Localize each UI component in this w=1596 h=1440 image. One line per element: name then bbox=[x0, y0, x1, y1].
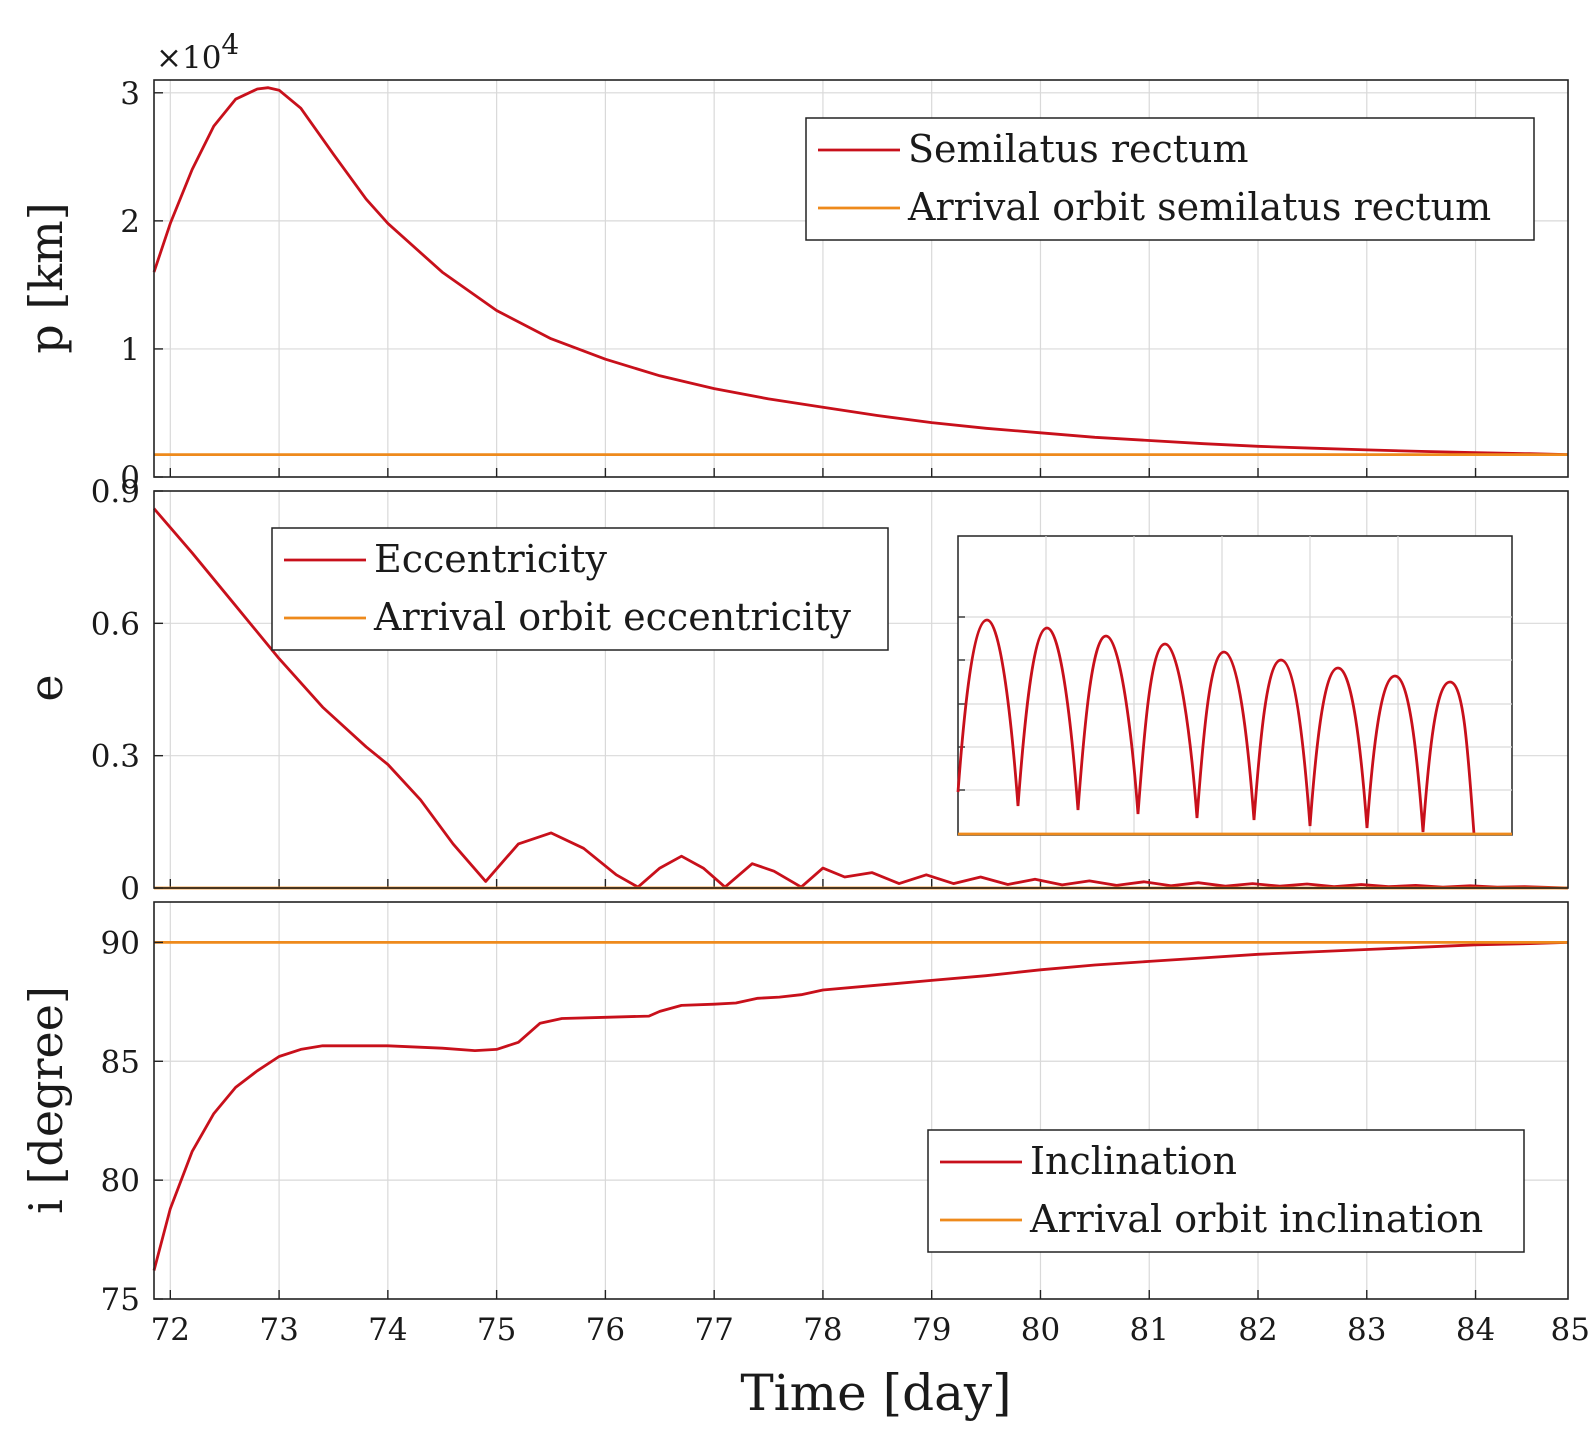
y-ticks-i: 75 80 85 90 bbox=[101, 925, 163, 1318]
x-tick-label: 73 bbox=[259, 1312, 298, 1348]
x-tick-label: 74 bbox=[368, 1312, 407, 1348]
y-tick-label: 0.3 bbox=[91, 739, 140, 775]
legend-p: Semilatus rectum Arrival orbit semilatus… bbox=[805, 117, 1535, 241]
x-tick-label: 76 bbox=[586, 1312, 625, 1348]
legend-box-e bbox=[271, 527, 889, 651]
panel-semilatus-rectum: 0 1 2 3 p [km] ×104 Semilatus rectum Arriva… bbox=[19, 28, 1569, 496]
y-tick-label: 75 bbox=[101, 1282, 140, 1318]
x-tick-label: 78 bbox=[803, 1312, 842, 1348]
x-tick-labels: 72 73 74 75 76 77 78 79 80 81 82 83 84 85 bbox=[151, 1312, 1590, 1348]
legend-label-arrival-p: Arrival orbit semilatus rectum bbox=[907, 185, 1491, 229]
legend-e: Eccentricity Arrival orbit eccentricity bbox=[271, 527, 889, 651]
panel-inclination: 75 80 85 90 i [degree] Inclination Arrival … bbox=[19, 901, 1569, 1318]
y-axis-label-i: i [degree] bbox=[19, 986, 73, 1214]
y-tick-label: 85 bbox=[101, 1044, 140, 1080]
x-tick-label: 85 bbox=[1551, 1312, 1590, 1348]
axes-frame-p bbox=[153, 79, 1569, 478]
y-scale-label: ×10 bbox=[156, 40, 221, 76]
series-line-eccentricity bbox=[152, 507, 1569, 890]
grid-i bbox=[154, 902, 1568, 1299]
x-tick-label: 81 bbox=[1130, 1312, 1169, 1348]
series-line-semilatus-rectum bbox=[152, 86, 1569, 456]
y-tick-label: 0.6 bbox=[91, 606, 140, 642]
y-scale-exponent: 4 bbox=[221, 28, 239, 61]
legend-box-p bbox=[805, 117, 1535, 241]
zoom-inset-e bbox=[956, 535, 1513, 836]
y-axis-label-e: e bbox=[19, 674, 73, 701]
legend-label-eccentricity: Eccentricity bbox=[374, 537, 608, 581]
x-tick-label: 79 bbox=[912, 1312, 951, 1348]
inset-eccentricity-curve bbox=[956, 618, 1476, 835]
y-tick-label: 1 bbox=[120, 332, 140, 368]
series-line-inclination bbox=[152, 941, 1569, 1271]
y-ticks-p: 0 1 2 3 bbox=[120, 76, 163, 496]
legend-label-arrival-e: Arrival orbit eccentricity bbox=[373, 595, 851, 639]
y-tick-label: 0 bbox=[120, 871, 140, 907]
y-tick-label: 2 bbox=[120, 204, 140, 240]
axes-frame-i bbox=[153, 901, 1569, 1300]
x-tick-label: 75 bbox=[477, 1312, 516, 1348]
legend-label-semilatus-rectum: Semilatus rectum bbox=[908, 127, 1249, 171]
y-tick-label: 80 bbox=[101, 1163, 140, 1199]
x-tick-label: 80 bbox=[1021, 1312, 1060, 1348]
panel-eccentricity: 0 0.3 0.6 0.9 e Eccentricity Arrival orbit … bbox=[19, 474, 1569, 907]
x-tick-label: 72 bbox=[151, 1312, 190, 1348]
y-tick-label: 90 bbox=[101, 925, 140, 961]
y-axis-label-p: p [km] bbox=[19, 202, 73, 353]
axes-frame-e bbox=[153, 490, 1569, 889]
grid-p bbox=[154, 80, 1568, 477]
x-axis-label: Time [day] bbox=[740, 1364, 1011, 1422]
y-ticks-e: 0 0.3 0.6 0.9 bbox=[91, 474, 163, 907]
legend-label-inclination: Inclination bbox=[1030, 1139, 1237, 1183]
y-scale-factor: ×104 bbox=[156, 28, 239, 76]
series-i bbox=[152, 941, 1569, 1271]
x-tick-label: 82 bbox=[1238, 1312, 1277, 1348]
y-tick-label: 0 bbox=[120, 460, 140, 496]
legend-label-arrival-i: Arrival orbit inclination bbox=[1029, 1197, 1483, 1241]
y-tick-label: 3 bbox=[120, 76, 140, 112]
legend-i: Inclination Arrival orbit inclination bbox=[927, 1129, 1525, 1253]
x-tick-label: 77 bbox=[694, 1312, 733, 1348]
series-p bbox=[152, 86, 1569, 456]
x-tick-label: 83 bbox=[1347, 1312, 1386, 1348]
legend-box-i bbox=[927, 1129, 1525, 1253]
y-tick-label: 0.9 bbox=[91, 474, 140, 510]
x-tick-label: 84 bbox=[1456, 1312, 1495, 1348]
